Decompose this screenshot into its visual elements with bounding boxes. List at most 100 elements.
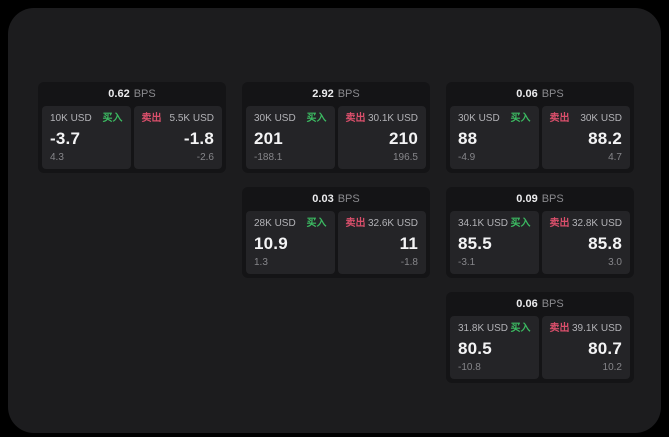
buy-panel[interactable]: 30K USD 买入 201 -188.1 bbox=[246, 106, 335, 169]
buy-amount: 31.8K USD bbox=[458, 323, 509, 334]
bps-unit-label: BPS bbox=[337, 193, 360, 205]
sell-side-label: 卖出 bbox=[549, 113, 570, 124]
buy-panel-top: 34.1K USD 买入 bbox=[458, 218, 531, 230]
buy-delta: -188.1 bbox=[254, 152, 283, 163]
card-header: 2.92 BPS bbox=[242, 82, 430, 106]
bps-value: 0.03 bbox=[312, 193, 334, 205]
buy-panel[interactable]: 31.8K USD 买入 80.5 -10.8 bbox=[450, 316, 539, 379]
sell-price: 88.2 bbox=[588, 129, 622, 148]
buy-panel-top: 30K USD 买入 bbox=[254, 113, 327, 125]
buy-side-label: 买入 bbox=[510, 113, 531, 124]
sell-panel[interactable]: 卖出 30K USD 88.2 4.7 bbox=[541, 106, 630, 169]
buy-amount: 34.1K USD bbox=[458, 218, 509, 229]
sell-panel-top: 卖出 30.1K USD bbox=[346, 113, 419, 125]
spread-card: 0.62 BPS 10K USD 买入 -3.7 4.3 卖出 5.5K USD… bbox=[38, 82, 226, 173]
app-window: 0.62 BPS 10K USD 买入 -3.7 4.3 卖出 5.5K USD… bbox=[8, 8, 661, 433]
sell-panel-top: 卖出 5.5K USD bbox=[142, 113, 215, 125]
card-body: 30K USD 买入 88 -4.9 卖出 30K USD 88.2 4.7 bbox=[446, 106, 634, 173]
sell-price: 210 bbox=[389, 129, 418, 148]
sell-amount: 30.1K USD bbox=[367, 113, 418, 124]
buy-side-label: 买入 bbox=[510, 218, 531, 229]
spread-card: 0.03 BPS 28K USD 买入 10.9 1.3 卖出 32.6K US… bbox=[242, 187, 430, 278]
buy-panel[interactable]: 30K USD 买入 88 -4.9 bbox=[450, 106, 539, 169]
sell-amount: 5.5K USD bbox=[169, 113, 214, 124]
sell-price: 11 bbox=[399, 234, 418, 253]
spread-card: 0.06 BPS 30K USD 买入 88 -4.9 卖出 30K USD 8… bbox=[446, 82, 634, 173]
buy-panel-top: 10K USD 买入 bbox=[50, 113, 123, 125]
buy-panel[interactable]: 34.1K USD 买入 85.5 -3.1 bbox=[450, 211, 539, 274]
buy-price: 201 bbox=[254, 129, 283, 148]
card-header: 0.09 BPS bbox=[446, 187, 634, 211]
buy-price: 85.5 bbox=[458, 234, 492, 253]
bps-unit-label: BPS bbox=[337, 88, 360, 100]
buy-delta: -10.8 bbox=[458, 362, 481, 373]
buy-price: 10.9 bbox=[254, 234, 288, 253]
spread-card: 0.09 BPS 34.1K USD 买入 85.5 -3.1 卖出 32.8K… bbox=[446, 187, 634, 278]
sell-panel[interactable]: 卖出 32.6K USD 11 -1.8 bbox=[337, 211, 426, 274]
buy-delta: -3.1 bbox=[458, 257, 476, 268]
buy-price: -3.7 bbox=[50, 129, 81, 148]
buy-side-label: 买入 bbox=[306, 113, 327, 124]
buy-panel-top: 28K USD 买入 bbox=[254, 218, 327, 230]
sell-delta: 4.7 bbox=[608, 152, 622, 163]
card-header: 0.62 BPS bbox=[38, 82, 226, 106]
buy-delta: -4.9 bbox=[458, 152, 476, 163]
buy-delta: 1.3 bbox=[254, 257, 268, 268]
buy-amount: 10K USD bbox=[50, 113, 92, 124]
sell-panel-top: 卖出 32.8K USD bbox=[550, 218, 623, 230]
bps-unit-label: BPS bbox=[541, 193, 564, 205]
buy-price: 88 bbox=[458, 129, 478, 148]
buy-amount: 28K USD bbox=[254, 218, 296, 229]
buy-panel[interactable]: 28K USD 买入 10.9 1.3 bbox=[246, 211, 335, 274]
sell-panel[interactable]: 卖出 30.1K USD 210 196.5 bbox=[337, 106, 426, 169]
buy-side-label: 买入 bbox=[102, 113, 123, 124]
sell-delta: 196.5 bbox=[392, 152, 418, 163]
card-header: 0.03 BPS bbox=[242, 187, 430, 211]
sell-delta: 10.2 bbox=[602, 362, 622, 373]
buy-side-label: 买入 bbox=[306, 218, 327, 229]
sell-amount: 39.1K USD bbox=[571, 323, 622, 334]
card-body: 10K USD 买入 -3.7 4.3 卖出 5.5K USD -1.8 -2.… bbox=[38, 106, 226, 173]
card-header: 0.06 BPS bbox=[446, 82, 634, 106]
buy-panel[interactable]: 10K USD 买入 -3.7 4.3 bbox=[42, 106, 131, 169]
bps-value: 0.62 bbox=[108, 88, 130, 100]
sell-panel[interactable]: 卖出 39.1K USD 80.7 10.2 bbox=[541, 316, 630, 379]
sell-amount: 32.6K USD bbox=[367, 218, 418, 229]
sell-delta: -2.6 bbox=[196, 152, 214, 163]
sell-side-label: 卖出 bbox=[345, 113, 366, 124]
sell-panel-top: 卖出 32.6K USD bbox=[346, 218, 419, 230]
buy-amount: 30K USD bbox=[254, 113, 296, 124]
spread-card: 0.06 BPS 31.8K USD 买入 80.5 -10.8 卖出 39.1… bbox=[446, 292, 634, 383]
bps-value: 0.09 bbox=[516, 193, 538, 205]
buy-panel-top: 30K USD 买入 bbox=[458, 113, 531, 125]
sell-side-label: 卖出 bbox=[549, 323, 570, 334]
sell-side-label: 卖出 bbox=[141, 113, 162, 124]
buy-delta: 4.3 bbox=[50, 152, 64, 163]
buy-side-label: 买入 bbox=[510, 323, 531, 334]
sell-price: 80.7 bbox=[588, 339, 622, 358]
card-body: 30K USD 买入 201 -188.1 卖出 30.1K USD 210 1… bbox=[242, 106, 430, 173]
bps-unit-label: BPS bbox=[541, 88, 564, 100]
sell-panel[interactable]: 卖出 5.5K USD -1.8 -2.6 bbox=[133, 106, 222, 169]
sell-delta: -1.8 bbox=[400, 257, 418, 268]
sell-panel-top: 卖出 39.1K USD bbox=[550, 323, 623, 335]
spread-cards-grid: 0.62 BPS 10K USD 买入 -3.7 4.3 卖出 5.5K USD… bbox=[38, 82, 634, 383]
buy-panel-top: 31.8K USD 买入 bbox=[458, 323, 531, 335]
card-header: 0.06 BPS bbox=[446, 292, 634, 316]
sell-amount: 32.8K USD bbox=[571, 218, 622, 229]
sell-panel-top: 卖出 30K USD bbox=[550, 113, 623, 125]
bps-value: 0.06 bbox=[516, 88, 538, 100]
spread-card: 2.92 BPS 30K USD 买入 201 -188.1 卖出 30.1K … bbox=[242, 82, 430, 173]
sell-side-label: 卖出 bbox=[549, 218, 570, 229]
sell-price: -1.8 bbox=[183, 129, 214, 148]
card-body: 28K USD 买入 10.9 1.3 卖出 32.6K USD 11 -1.8 bbox=[242, 211, 430, 278]
sell-side-label: 卖出 bbox=[345, 218, 366, 229]
sell-amount: 30K USD bbox=[580, 113, 622, 124]
bps-value: 2.92 bbox=[312, 88, 334, 100]
bps-value: 0.06 bbox=[516, 298, 538, 310]
bps-unit-label: BPS bbox=[133, 88, 156, 100]
sell-panel[interactable]: 卖出 32.8K USD 85.8 3.0 bbox=[541, 211, 630, 274]
sell-price: 85.8 bbox=[588, 234, 622, 253]
buy-amount: 30K USD bbox=[458, 113, 500, 124]
